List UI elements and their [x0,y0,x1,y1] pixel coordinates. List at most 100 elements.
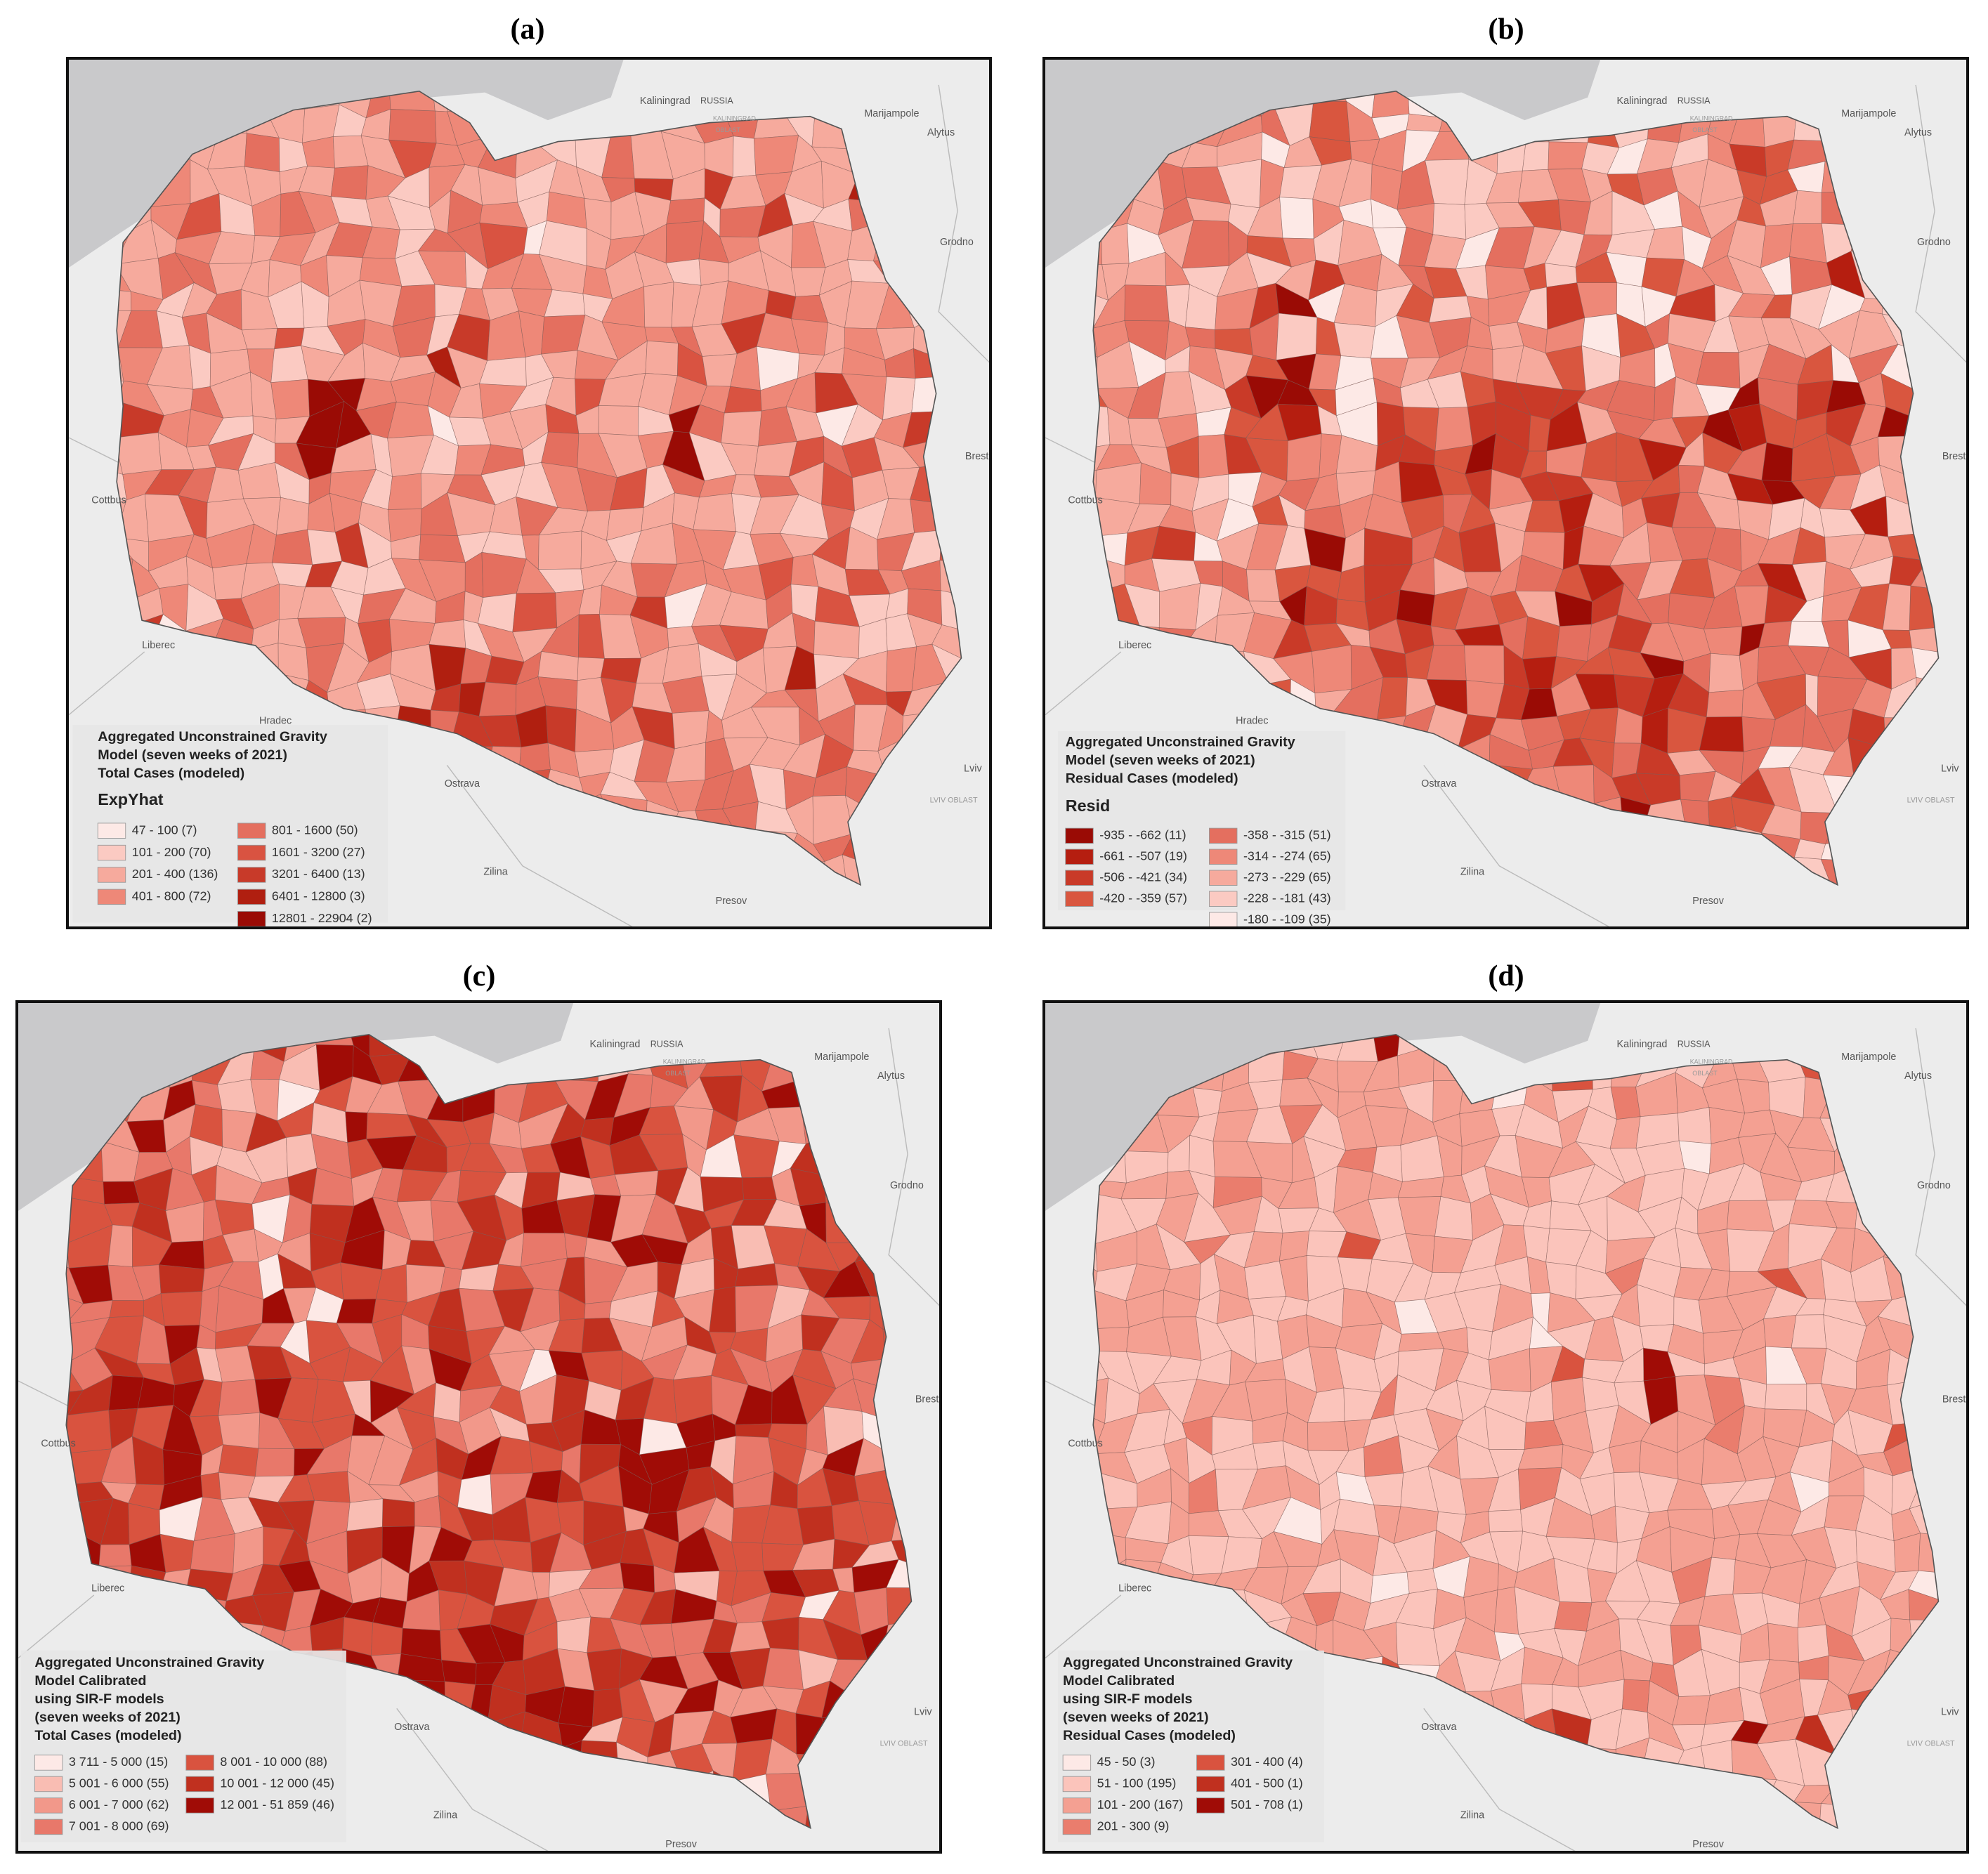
district [1637,1835,1668,1854]
district [911,854,946,885]
legend-swatch [1209,870,1238,886]
district [945,707,962,749]
district [961,559,962,599]
place-label: Ostrava [1421,778,1456,789]
place-label: Brest [1942,1394,1966,1406]
district [1489,1835,1530,1854]
district [753,135,799,176]
district [915,1349,942,1394]
legend-swatch [1062,1776,1092,1793]
district [1244,1260,1287,1299]
district [801,1076,837,1118]
district [497,1836,523,1854]
district [872,768,917,812]
district [1617,1773,1642,1814]
district [1101,223,1130,265]
district [401,1843,442,1854]
place-label: Liberec [91,1583,124,1594]
district [886,1587,912,1625]
district [1911,861,1939,885]
district [1856,1832,1889,1854]
district [1093,341,1098,389]
district [1914,1110,1939,1150]
district [1729,1034,1762,1060]
district [1427,1797,1473,1828]
district [525,1767,559,1818]
legend-swatch [237,889,266,905]
district [891,1504,912,1542]
district [449,796,483,844]
district [1940,807,1969,845]
sea [1045,1003,1601,1211]
place-label: Cottbus [1068,1439,1102,1450]
district [431,1800,471,1828]
district [393,807,422,828]
district [1949,1325,1969,1360]
district [1312,644,1352,694]
district [974,496,992,537]
district [1333,1738,1366,1787]
place-label: OBLAST [1692,1070,1718,1077]
district [643,282,674,328]
district [1276,313,1318,361]
district [939,861,962,885]
district [962,865,992,898]
district [1158,646,1184,692]
district [272,529,313,565]
district [1945,590,1969,627]
district [1909,1768,1939,1811]
district [129,1591,162,1636]
district [1488,860,1531,885]
district [1585,893,1617,929]
district [1885,733,1922,773]
district [1558,802,1595,837]
panel-label: (d) [1488,960,1524,992]
district [1851,1708,1898,1756]
district [514,891,558,929]
district [906,175,946,204]
district [117,288,132,311]
district [1909,1439,1939,1469]
district [1726,1815,1767,1828]
district [1790,1830,1827,1854]
legend-swatch [1062,1797,1092,1814]
district [1461,1771,1501,1811]
district [1911,1254,1939,1296]
district [1367,1677,1410,1719]
district [1852,854,1883,885]
district [200,1472,221,1500]
district [117,584,126,631]
district [1884,1167,1915,1211]
district [1881,1103,1918,1151]
district [1944,774,1969,813]
district [1836,1747,1866,1785]
place-label: KALININGRAD [1690,1059,1733,1066]
district [1884,1210,1915,1243]
district [1181,646,1217,691]
country-outline [1092,1033,1940,1830]
district [1951,1653,1969,1691]
district [1744,856,1770,885]
district [107,1224,133,1267]
district [1183,1845,1222,1854]
border-line [18,1380,549,1851]
legend-label: -420 - -359 (57) [1099,891,1187,905]
place-label: Alytus [1904,1070,1932,1082]
country-outline [1092,90,1940,886]
legend-title: Model (seven weeks of 2021) [1066,752,1255,768]
district [1909,462,1939,509]
legend-box [1057,1650,1324,1842]
district [939,826,962,873]
district [731,1798,771,1828]
district [1366,740,1404,784]
legend-title: Model (seven weeks of 2021) [98,747,287,763]
district [1399,895,1438,921]
district [523,1811,557,1828]
district [1952,1193,1969,1227]
district [538,530,582,570]
district [1497,1783,1526,1811]
district [1673,889,1715,928]
legend-swatch [97,844,126,861]
district [387,825,421,870]
district [117,645,162,688]
